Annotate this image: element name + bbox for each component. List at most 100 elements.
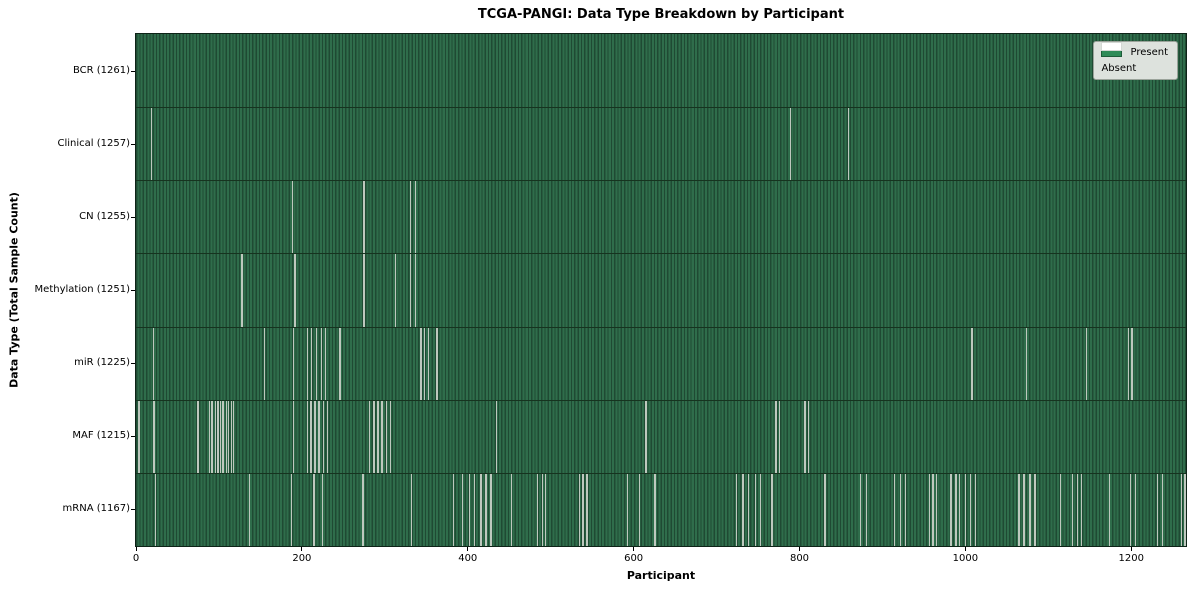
absent-line — [248, 472, 251, 546]
data-row-CN — [136, 180, 1186, 254]
absent-line — [230, 399, 232, 473]
absent-line — [363, 253, 365, 327]
absent-line — [420, 326, 422, 400]
absent-line — [306, 326, 309, 400]
absent-line — [294, 253, 296, 327]
absent-line — [958, 472, 961, 546]
absent-line — [847, 107, 849, 181]
y-tick-label-MAF: MAF (1215) — [72, 430, 130, 442]
absent-line — [233, 399, 235, 473]
absent-line — [325, 326, 327, 400]
absent-line — [409, 180, 412, 254]
absent-line — [778, 399, 781, 473]
absent-line — [291, 180, 294, 254]
absent-line — [1076, 472, 1078, 546]
row-separator — [136, 253, 1186, 255]
row-separator — [136, 180, 1186, 182]
absent-line — [394, 253, 397, 327]
y-tick-mark — [131, 436, 135, 438]
absent-line — [480, 472, 482, 546]
y-tick-mark — [131, 143, 135, 145]
absent-line — [292, 399, 295, 473]
absent-line — [1156, 472, 1159, 546]
absent-line — [315, 326, 318, 400]
absent-line — [468, 472, 470, 546]
absent-line — [645, 399, 647, 473]
absent-line — [1025, 326, 1028, 400]
absent-line — [824, 472, 826, 546]
absent-line — [217, 399, 219, 473]
absent-line — [414, 180, 417, 254]
x-tick-label: 400 — [458, 553, 478, 564]
chart-title: TCGA-PANGI: Data Type Breakdown by Parti… — [477, 7, 845, 22]
absent-line — [385, 399, 388, 473]
absent-line — [306, 399, 309, 473]
x-tick-mark — [467, 547, 469, 551]
absent-line — [510, 472, 513, 546]
x-tick-mark — [1130, 547, 1132, 551]
absent-line — [1134, 472, 1136, 546]
absent-line — [1085, 326, 1088, 400]
legend: Present Absent — [1093, 41, 1178, 80]
absent-line — [219, 399, 222, 473]
absent-line — [263, 326, 266, 400]
absent-line — [211, 399, 213, 473]
absent-line — [153, 399, 155, 473]
y-tick-mark — [131, 363, 135, 365]
absent-line — [389, 399, 392, 473]
absent-line — [373, 399, 375, 473]
data-row-Clinical — [136, 107, 1186, 181]
x-tick-mark — [301, 547, 303, 551]
absent-line — [935, 472, 937, 546]
row-separator — [136, 472, 1186, 474]
y-tick-label-Clinical: Clinical (1257) — [57, 137, 131, 149]
absent-line — [899, 472, 902, 546]
x-tick-mark — [135, 547, 137, 551]
absent-line — [950, 472, 952, 546]
absent-line — [314, 399, 316, 473]
x-tick-label: 1000 — [952, 553, 979, 564]
legend-label-absent: Absent — [1101, 63, 1137, 74]
row-separator — [136, 399, 1186, 401]
legend-item-absent: Absent — [1101, 42, 1168, 74]
absent-line — [436, 326, 438, 400]
absent-line — [1023, 472, 1025, 546]
data-row-MAF — [136, 399, 1186, 473]
x-tick-mark — [964, 547, 966, 551]
absent-line — [754, 472, 757, 546]
absent-line — [1034, 472, 1036, 546]
absent-line — [578, 472, 581, 546]
x-tick-label: 600 — [624, 553, 644, 564]
absent-line — [1071, 472, 1073, 546]
y-tick-label-CN: CN (1255) — [79, 210, 130, 222]
absent-line — [1029, 472, 1031, 546]
absent-line — [322, 399, 324, 473]
absent-line — [1080, 472, 1083, 546]
absent-line — [292, 326, 295, 400]
absent-line — [775, 399, 777, 473]
absent-line — [318, 399, 320, 473]
absent-line — [313, 472, 315, 546]
y-tick-label-Methylation: Methylation (1251) — [34, 284, 130, 295]
absent-line — [311, 326, 313, 400]
absent-line — [865, 472, 868, 546]
absent-line — [222, 399, 224, 473]
absent-line — [1059, 472, 1062, 546]
absent-line — [928, 472, 931, 546]
absent-line — [771, 472, 773, 546]
absent-line — [485, 472, 487, 546]
y-tick-mark — [131, 290, 135, 291]
plot-area: Present Absent — [135, 33, 1187, 547]
absent-line — [427, 326, 430, 400]
absent-line — [748, 472, 750, 546]
absent-line — [155, 472, 157, 546]
absent-line — [377, 399, 379, 473]
row-separator — [136, 326, 1186, 328]
absent-line — [197, 399, 199, 473]
absent-line — [586, 472, 588, 546]
row-separator — [136, 107, 1186, 109]
absent-line — [789, 107, 791, 181]
absent-line — [152, 326, 154, 400]
absent-line — [138, 399, 140, 473]
